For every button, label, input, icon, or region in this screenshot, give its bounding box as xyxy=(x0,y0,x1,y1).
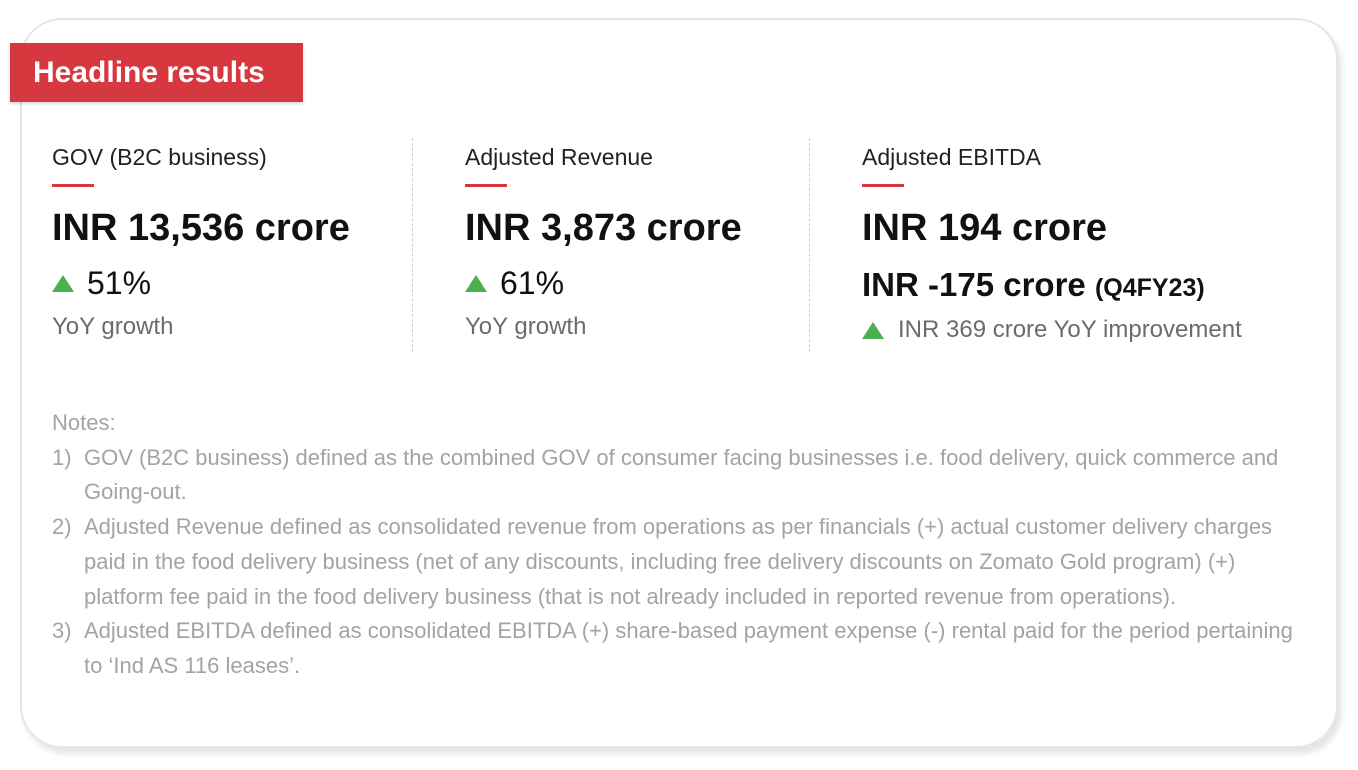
headline-results-banner: Headline results xyxy=(10,43,303,102)
note-text: Adjusted Revenue defined as consolidated… xyxy=(84,514,1273,609)
notes-heading: Notes: xyxy=(52,410,116,435)
growth-label: YoY growth xyxy=(52,313,174,340)
metric-adjusted-ebitda: Adjusted EBITDA INR 194 crore INR -175 c… xyxy=(862,140,1242,346)
note-text: GOV (B2C business) defined as the combin… xyxy=(84,444,1279,505)
note-number: 2) xyxy=(52,514,72,540)
accent-underline xyxy=(465,184,507,187)
prior-value: INR -175 crore xyxy=(862,266,1086,303)
growth-label: YoY growth xyxy=(465,313,587,340)
accent-underline xyxy=(52,184,94,187)
metric-adjusted-revenue: Adjusted Revenue INR 3,873 crore 61% YoY… xyxy=(465,140,742,343)
column-divider xyxy=(809,138,810,352)
metric-value: INR 3,873 crore xyxy=(465,207,742,249)
note-number: 3) xyxy=(52,618,72,644)
growth-row: 51% xyxy=(52,265,350,301)
metric-gov: GOV (B2C business) INR 13,536 crore 51% … xyxy=(52,140,350,343)
column-divider xyxy=(412,138,413,352)
up-triangle-icon xyxy=(465,274,487,292)
notes-section: Notes: 1) GOV (B2C business) defined as … xyxy=(52,406,1312,684)
growth-percent: 51% xyxy=(87,265,152,301)
metric-value: INR 194 crore xyxy=(862,207,1108,249)
note-item: 1) GOV (B2C business) defined as the com… xyxy=(52,441,1312,510)
growth-percent: 61% xyxy=(500,265,565,301)
improvement-text: INR 369 crore YoY improvement xyxy=(898,316,1242,343)
note-text: Adjusted EBITDA defined as consolidated … xyxy=(84,618,1293,678)
metric-value: INR 13,536 crore xyxy=(52,207,350,249)
note-number: 1) xyxy=(52,444,72,470)
up-triangle-icon xyxy=(862,321,884,339)
note-item: 2) Adjusted Revenue defined as consolida… xyxy=(52,510,1312,614)
metric-label: GOV (B2C business) xyxy=(52,144,267,170)
accent-underline xyxy=(862,184,904,187)
up-triangle-icon xyxy=(52,274,74,292)
prior-value-row: INR -175 crore (Q4FY23) xyxy=(862,265,1242,308)
prior-period: (Q4FY23) xyxy=(1094,274,1205,302)
metric-label: Adjusted EBITDA xyxy=(862,144,1041,170)
improvement-row: INR 369 crore YoY improvement xyxy=(862,314,1242,346)
headline-results-card xyxy=(20,18,1338,748)
note-item: 3) Adjusted EBITDA defined as consolidat… xyxy=(52,614,1312,683)
metric-label: Adjusted Revenue xyxy=(465,144,653,170)
growth-row: 61% xyxy=(465,265,742,301)
